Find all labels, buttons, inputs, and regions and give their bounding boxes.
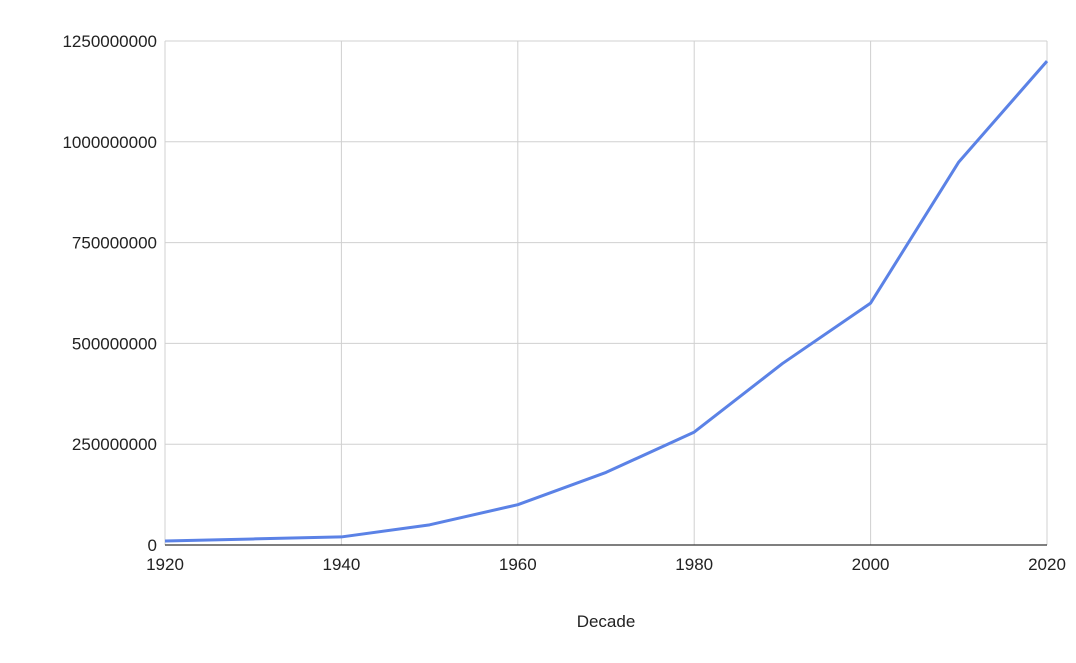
data-line [164, 60, 1049, 543]
y-tick-label: 250000000 [72, 435, 157, 454]
x-tick-label: 2020 [1028, 555, 1066, 574]
x-tick-label: 2000 [852, 555, 890, 574]
y-tick-label: 1000000000 [62, 133, 157, 152]
y-tick-label: 1250000000 [62, 32, 157, 51]
x-tick-label: 1980 [675, 555, 713, 574]
x-tick-label: 1960 [499, 555, 537, 574]
x-axis-label: Decade [577, 612, 636, 631]
y-tick-label: 500000000 [72, 334, 157, 353]
x-tick-label: 1940 [322, 555, 360, 574]
y-tick-label: 750000000 [72, 234, 157, 253]
x-tick-label: 1920 [146, 555, 184, 574]
y-tick-label: 0 [148, 536, 157, 555]
